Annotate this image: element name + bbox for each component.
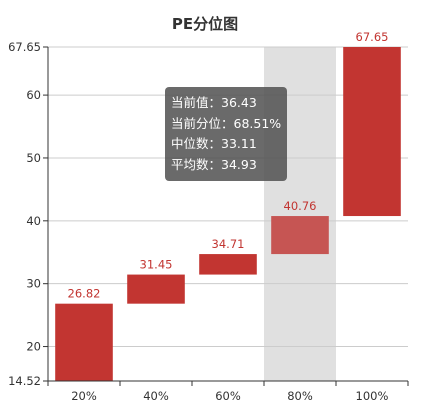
bar-data-label: 26.82 bbox=[68, 287, 101, 301]
bar-data-label: 40.76 bbox=[284, 199, 317, 213]
bar bbox=[199, 254, 257, 275]
bar bbox=[127, 274, 185, 304]
tooltip: 当前值：36.43 当前分位：68.51% 中位数：33.11 平均数：34.9… bbox=[165, 87, 288, 181]
y-tick-label: 14.52 bbox=[8, 374, 41, 388]
y-tick-label: 30 bbox=[26, 277, 41, 291]
bar bbox=[343, 47, 401, 217]
x-tick-label: 40% bbox=[143, 389, 169, 403]
y-tick-label: 40 bbox=[26, 214, 41, 228]
bar bbox=[55, 303, 113, 381]
plot-area: 14.52 20 30 40 50 60 67.65 26.82 31.45 34.71 40.76… bbox=[8, 30, 409, 403]
chart-title: PE分位图 bbox=[172, 15, 238, 33]
tooltip-row-current-percentile: 当前分位：68.51% bbox=[171, 115, 282, 131]
tooltip-row-average: 平均数：34.93 bbox=[171, 156, 257, 172]
bar-data-label: 31.45 bbox=[140, 258, 173, 272]
y-tick-label: 67.65 bbox=[8, 40, 41, 54]
tooltip-row-median: 中位数：33.11 bbox=[171, 136, 257, 151]
y-tick-label: 20 bbox=[26, 340, 41, 354]
y-tick-label: 60 bbox=[26, 88, 41, 102]
bar bbox=[271, 216, 329, 255]
x-tick-label: 80% bbox=[287, 389, 313, 403]
tooltip-row-current-value: 当前值：36.43 bbox=[171, 95, 257, 110]
bar-data-label: 67.65 bbox=[356, 30, 389, 44]
x-tick-label: 20% bbox=[71, 389, 97, 403]
x-tick-label: 100% bbox=[356, 389, 389, 403]
x-tick-label: 60% bbox=[215, 389, 241, 403]
y-tick-label: 50 bbox=[26, 151, 41, 165]
bar-data-label: 34.71 bbox=[212, 237, 245, 251]
